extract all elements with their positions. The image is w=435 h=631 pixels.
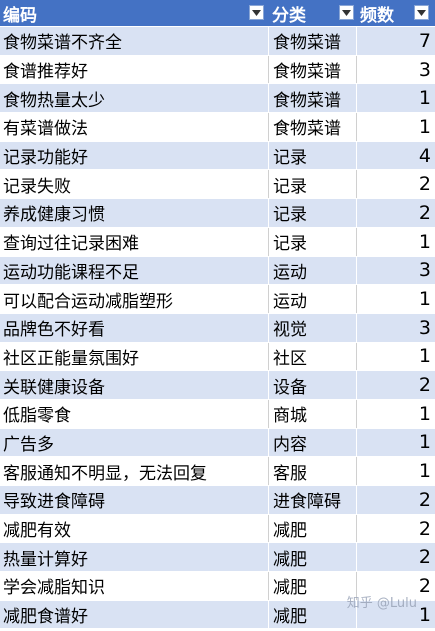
header-code: 编码: [3, 5, 37, 26]
code-cell[interactable]: 减肥有效: [3, 521, 71, 542]
filter-dropdown-category[interactable]: [339, 5, 354, 20]
code-cell[interactable]: 减肥食谱好: [3, 607, 88, 628]
table-row[interactable]: 品牌色不好看 视觉 3: [0, 313, 435, 343]
table-row[interactable]: 学会减脂知识 减肥 2: [0, 572, 435, 601]
count-cell[interactable]: 2: [356, 170, 435, 199]
table-row[interactable]: 热量计算好 减肥 2: [0, 543, 435, 573]
code-cell[interactable]: 运动功能课程不足: [3, 262, 139, 283]
code-cell[interactable]: 可以配合运动减脂塑形: [3, 291, 173, 312]
category-cell[interactable]: 设备: [268, 371, 356, 399]
count-cell[interactable]: 1: [356, 84, 435, 113]
category-cell[interactable]: 食物菜谱: [268, 27, 356, 55]
category-cell[interactable]: 记录: [268, 170, 356, 199]
filter-dropdown-code[interactable]: [249, 5, 264, 20]
count-cell[interactable]: 7: [356, 27, 435, 55]
count-cell[interactable]: 2: [356, 486, 435, 514]
table-row[interactable]: 减肥食谱好 减肥 1: [0, 600, 435, 630]
count-cell[interactable]: 3: [356, 256, 435, 285]
code-cell[interactable]: 记录失败: [3, 176, 71, 197]
table-row[interactable]: 记录失败 记录 2: [0, 170, 435, 200]
code-cell[interactable]: 记录功能好: [3, 148, 88, 169]
category-cell[interactable]: 食物菜谱: [268, 113, 356, 141]
count-cell[interactable]: 2: [356, 199, 435, 227]
table-row[interactable]: 客服通知不明显，无法回复 客服 1: [0, 457, 435, 486]
filter-dropdown-count[interactable]: [414, 5, 429, 20]
category-cell[interactable]: 减肥: [268, 514, 356, 543]
code-cell[interactable]: 食谱推荐好: [3, 62, 88, 83]
dropdown-arrow-icon: [252, 9, 261, 16]
count-cell[interactable]: 1: [356, 227, 435, 256]
code-cell[interactable]: 养成健康习惯: [3, 205, 105, 226]
header-count: 频数: [360, 5, 394, 26]
count-cell[interactable]: 1: [356, 399, 435, 428]
table-row[interactable]: 运动功能课程不足 运动 3: [0, 256, 435, 286]
count-cell[interactable]: 2: [356, 543, 435, 572]
category-cell[interactable]: 商城: [268, 399, 356, 428]
category-cell[interactable]: 进食障碍: [268, 486, 356, 514]
count-cell[interactable]: 1: [356, 457, 435, 485]
table-header-row: 编码 分类 频数: [0, 0, 435, 27]
category-cell[interactable]: 减肥: [268, 572, 356, 600]
count-cell[interactable]: 3: [356, 55, 435, 84]
table-row[interactable]: 关联健康设备 设备 2: [0, 371, 435, 400]
category-cell[interactable]: 食物菜谱: [268, 84, 356, 113]
count-cell[interactable]: 1: [356, 428, 435, 457]
table-row[interactable]: 可以配合运动减脂塑形 运动 1: [0, 285, 435, 314]
code-cell[interactable]: 导致进食障碍: [3, 492, 105, 513]
table-row[interactable]: 广告多 内容 1: [0, 428, 435, 458]
category-cell[interactable]: 记录: [268, 227, 356, 256]
code-cell[interactable]: 查询过往记录困难: [3, 234, 139, 255]
table-row[interactable]: 食物热量太少 食物菜谱 1: [0, 84, 435, 114]
code-cell[interactable]: 社区正能量氛围好: [3, 348, 139, 369]
count-cell[interactable]: 1: [356, 285, 435, 313]
category-cell[interactable]: 食物菜谱: [268, 55, 356, 84]
category-cell[interactable]: 内容: [268, 428, 356, 457]
table-row[interactable]: 养成健康习惯 记录 2: [0, 199, 435, 228]
category-cell[interactable]: 视觉: [268, 313, 356, 342]
code-cell[interactable]: 广告多: [3, 434, 54, 455]
dropdown-arrow-icon: [417, 9, 426, 16]
code-cell[interactable]: 食物热量太少: [3, 90, 105, 111]
dropdown-arrow-icon: [342, 9, 351, 16]
table-row[interactable]: 有菜谱做法 食物菜谱 1: [0, 113, 435, 142]
table-row[interactable]: 低脂零食 商城 1: [0, 399, 435, 429]
code-cell[interactable]: 关联健康设备: [3, 377, 105, 398]
table-row[interactable]: 食物菜谱不齐全 食物菜谱 7: [0, 27, 435, 56]
table-row[interactable]: 导致进食障碍 进食障碍 2: [0, 486, 435, 515]
count-cell[interactable]: 4: [356, 141, 435, 170]
header-category: 分类: [272, 5, 306, 26]
code-cell[interactable]: 低脂零食: [3, 406, 71, 427]
category-cell[interactable]: 运动: [268, 285, 356, 313]
code-cell[interactable]: 客服通知不明显，无法回复: [3, 463, 207, 484]
table-row[interactable]: 记录功能好 记录 4: [0, 141, 435, 171]
code-cell[interactable]: 品牌色不好看: [3, 320, 105, 341]
table-row[interactable]: 减肥有效 减肥 2: [0, 514, 435, 544]
count-cell[interactable]: 2: [356, 371, 435, 399]
watermark: 知乎 @Lulu: [346, 596, 417, 611]
table-row[interactable]: 查询过往记录困难 记录 1: [0, 227, 435, 257]
category-cell[interactable]: 客服: [268, 457, 356, 485]
count-cell[interactable]: 2: [356, 514, 435, 543]
code-cell[interactable]: 食物菜谱不齐全: [3, 33, 122, 54]
table-row[interactable]: 食谱推荐好 食物菜谱 3: [0, 55, 435, 85]
count-cell[interactable]: 1: [356, 600, 435, 629]
category-cell[interactable]: 社区: [268, 342, 356, 371]
count-cell[interactable]: 2: [356, 572, 435, 600]
category-cell[interactable]: 记录: [268, 141, 356, 170]
category-cell[interactable]: 记录: [268, 199, 356, 227]
count-cell[interactable]: 1: [356, 342, 435, 371]
count-cell[interactable]: 3: [356, 313, 435, 342]
category-cell[interactable]: 减肥: [268, 543, 356, 572]
category-cell[interactable]: 减肥: [268, 600, 356, 629]
code-cell[interactable]: 学会减脂知识: [3, 578, 105, 599]
code-cell[interactable]: 有菜谱做法: [3, 119, 88, 140]
count-cell[interactable]: 1: [356, 113, 435, 141]
category-cell[interactable]: 运动: [268, 256, 356, 285]
table-row[interactable]: 社区正能量氛围好 社区 1: [0, 342, 435, 372]
code-cell[interactable]: 热量计算好: [3, 549, 88, 570]
